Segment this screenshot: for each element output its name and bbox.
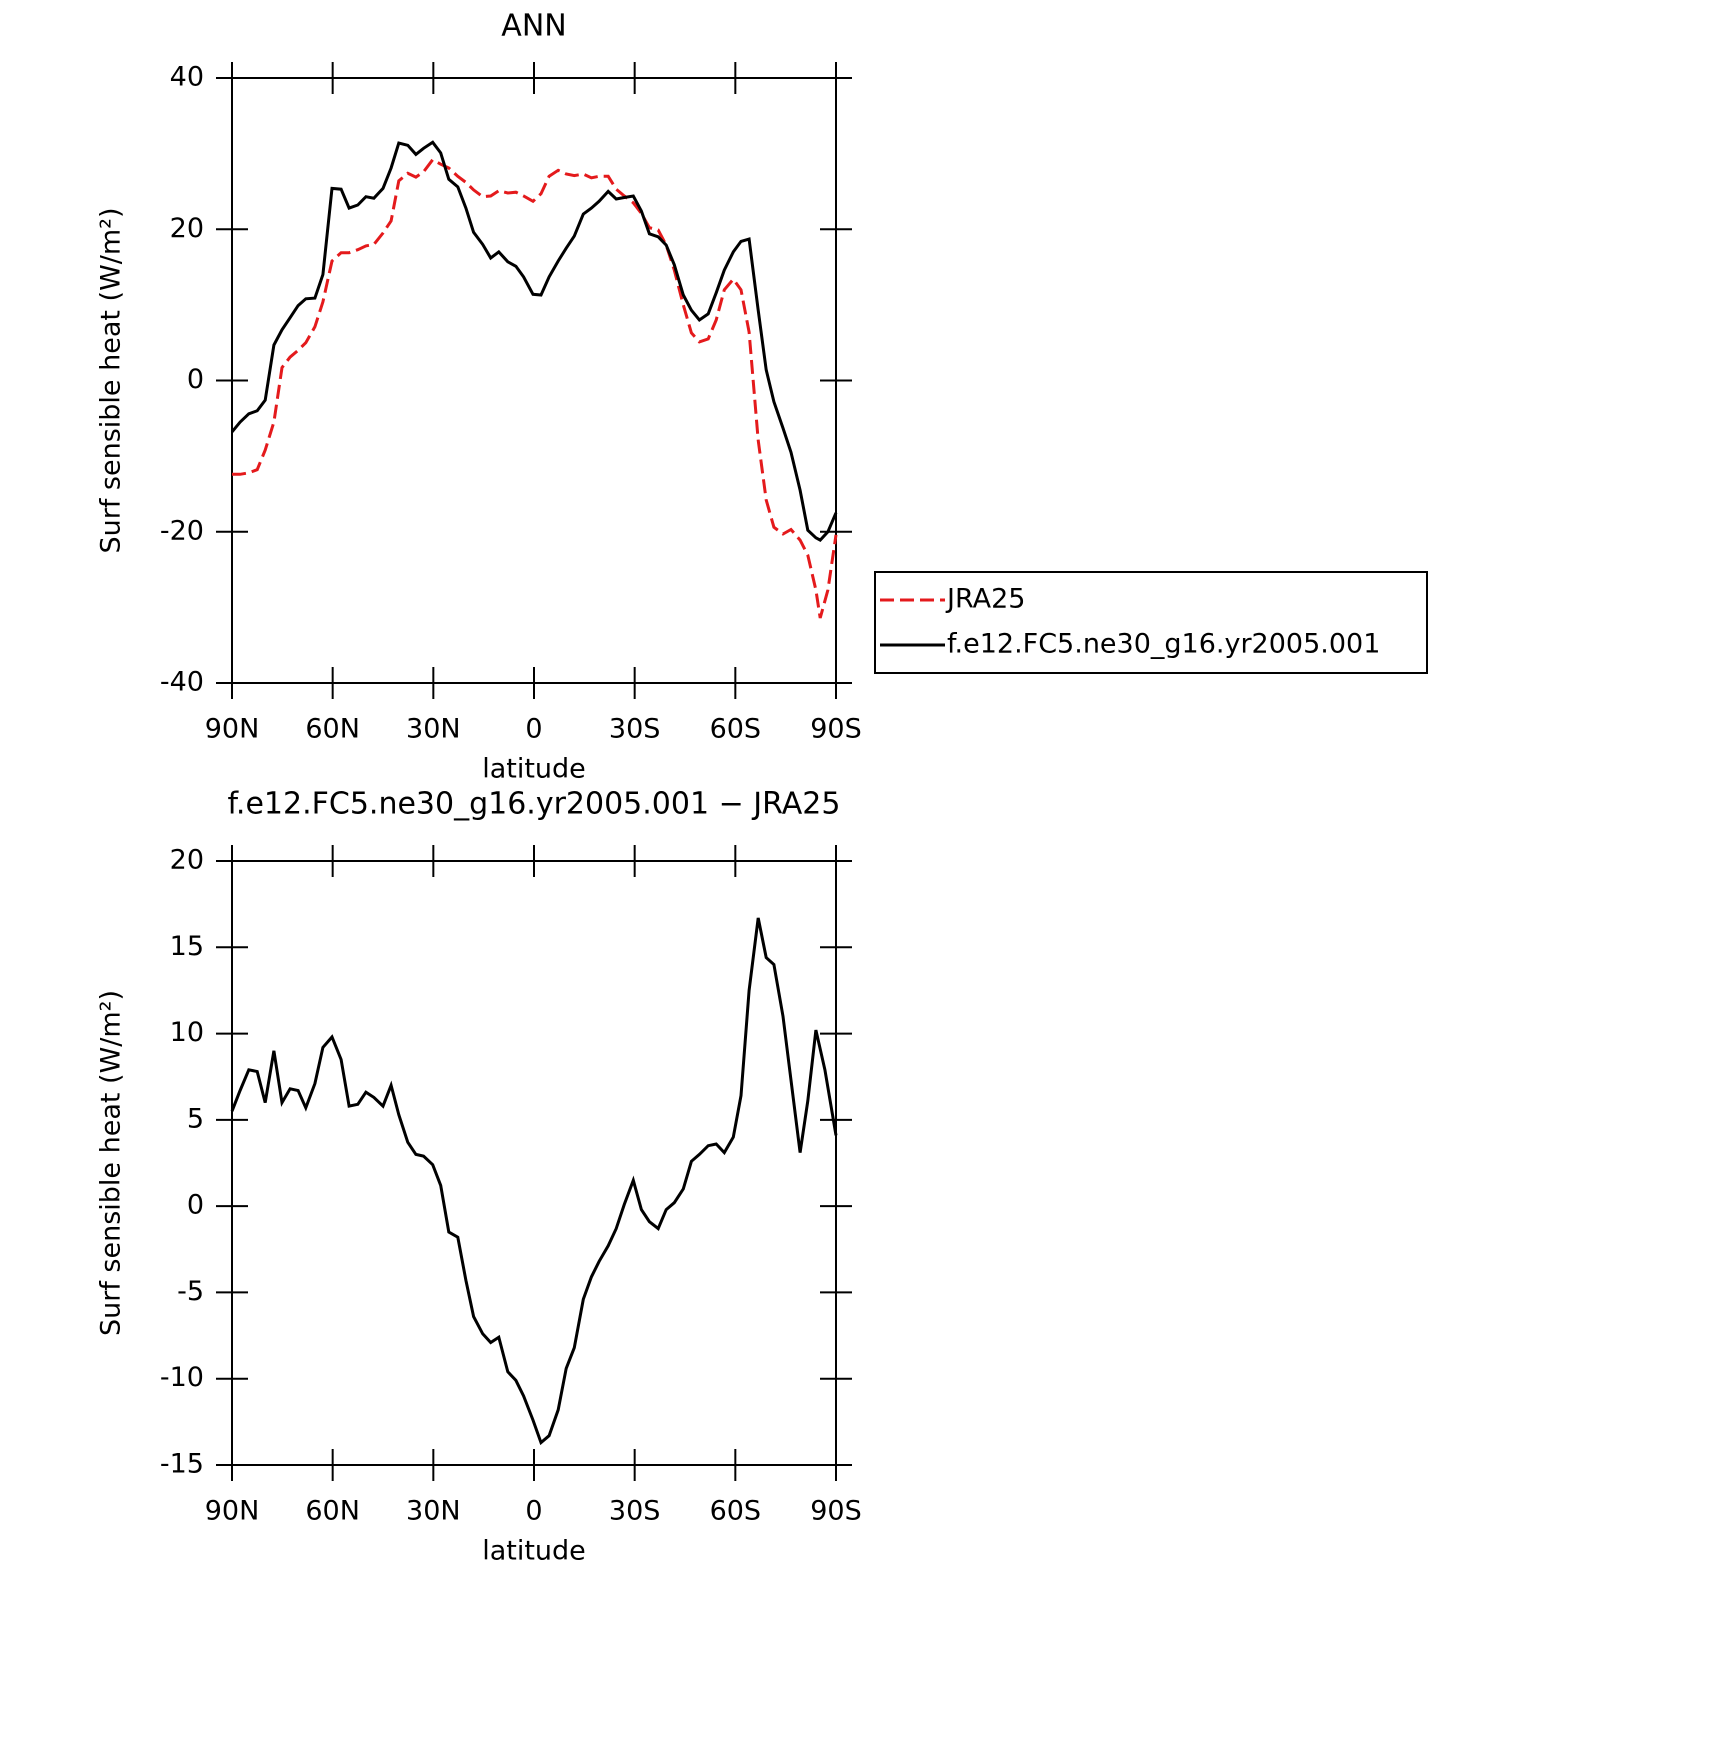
x-tick-label: 0 [525,1496,542,1527]
plot-frame [231,860,837,1466]
y-tick-label: 5 [187,1103,204,1134]
legend: JRA25 f.e12.FC5.ne30_g16.yr2005.001 [874,571,1428,674]
plot-frame [231,77,837,684]
data-line [232,157,838,619]
y-tick-label: 0 [187,1190,204,1221]
y-tick-label: -40 [160,667,204,698]
y-tick-label: -20 [160,515,204,546]
x-tick-label: 60N [305,1496,360,1527]
x-tick-label: 60S [710,1496,762,1527]
x-axis-label: latitude [482,1536,586,1567]
x-tick-label: 90N [205,714,260,745]
y-tick-label: 15 [170,931,204,962]
x-tick-label: 0 [525,714,542,745]
y-axis-label: Surf sensible heat (W/m²) [96,207,127,553]
y-tick-label: -15 [160,1449,204,1480]
data-line [230,917,838,1446]
legend-label: JRA25 [945,584,1025,615]
y-tick-label: -10 [160,1362,204,1393]
x-axis-label: latitude [482,754,586,785]
x-tick-label: 60N [305,714,360,745]
x-tick-label: 90S [810,1496,862,1527]
y-axis-label: Surf sensible heat (W/m²) [96,990,127,1336]
legend-label: f.e12.FC5.ne30_g16.yr2005.001 [947,629,1380,660]
data-line [230,140,838,542]
x-tick-label: 30S [609,1496,661,1527]
y-tick-label: 20 [170,845,204,876]
y-tick-label: 10 [170,1017,204,1048]
chart-title: ANN [501,9,566,44]
x-tick-label: 30N [406,714,461,745]
x-tick-label: 90S [810,714,862,745]
x-tick-label: 60S [710,714,762,745]
x-tick-label: 90N [205,1496,260,1527]
x-tick-label: 30N [406,1496,461,1527]
y-tick-label: 20 [170,213,204,244]
y-tick-label: -5 [177,1276,204,1307]
x-tick-label: 30S [609,714,661,745]
y-tick-label: 0 [187,364,204,395]
legend-frame [874,571,1428,674]
y-tick-label: 40 [170,62,204,93]
chart-title: f.e12.FC5.ne30_g16.yr2005.001 − JRA25 [228,787,841,822]
